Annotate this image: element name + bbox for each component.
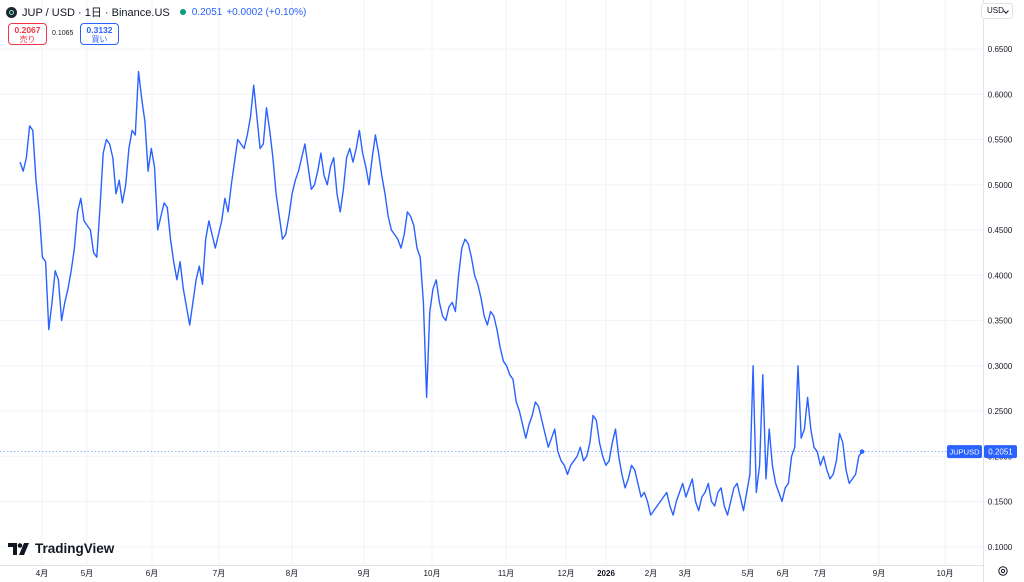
header-price: 0.2051	[191, 6, 223, 18]
x-tick-label: 5月	[742, 569, 754, 578]
chart-grid	[0, 0, 983, 565]
symbol-header[interactable]: JUP / USD · 1日 · Binance.US 0.2051 +0.00…	[6, 5, 306, 19]
last-price-labels: JUPUSD 0.2051	[947, 445, 1017, 459]
x-tick-label: 2026	[597, 569, 615, 578]
y-tick-label: 0.6500	[988, 45, 1013, 54]
sell-label: 売り	[19, 35, 36, 44]
x-tick-label: 6月	[777, 569, 789, 578]
x-tick-label: 11月	[498, 569, 514, 578]
x-tick-label: 9月	[358, 569, 370, 578]
brand-name: TradingView	[35, 541, 115, 556]
x-tick-label: 12月	[558, 569, 575, 578]
last-price-tag: 0.2051	[988, 448, 1013, 457]
x-tick-label: 7月	[814, 569, 826, 578]
y-tick-label: 0.5500	[988, 136, 1013, 145]
y-tick-label: 0.2500	[988, 407, 1013, 416]
sell-button[interactable]: 0.2067 売り	[8, 23, 47, 45]
currency-select[interactable]: USD	[981, 3, 1013, 19]
y-tick-label: 0.4000	[988, 271, 1013, 280]
x-tick-label: 4月	[36, 569, 48, 578]
spread-value: 0.1065	[52, 30, 74, 37]
x-tick-label: 2月	[645, 569, 657, 578]
y-tick-label: 0.1000	[988, 543, 1013, 552]
y-tick-label: 0.1500	[988, 498, 1013, 507]
price-line	[19, 70, 863, 516]
tradingview-logo[interactable]: TradingView	[8, 541, 114, 556]
x-tick-label: 9月	[873, 569, 885, 578]
sell-price: 0.2067	[14, 25, 41, 35]
settings-gear-icon[interactable]	[997, 565, 1009, 577]
y-tick-label: 0.3500	[988, 317, 1013, 326]
y-tick-label: 0.6000	[988, 90, 1013, 99]
jup-coin-icon	[6, 6, 17, 18]
header-change: +0.0002 (+0.10%)	[226, 6, 307, 18]
x-tick-label: 10月	[424, 569, 441, 578]
price-axis[interactable]: 0.6500 0.6000 0.5500 0.5000 0.4500 0.4000 0.35…	[988, 45, 1013, 552]
buy-label: 買い	[91, 35, 108, 44]
x-tick-label: 7月	[213, 569, 225, 578]
x-tick-label: 5月	[81, 569, 93, 578]
x-tick-label: 8月	[286, 569, 298, 578]
tradingview-icon	[8, 542, 29, 555]
y-tick-label: 0.4500	[988, 226, 1013, 235]
buy-button[interactable]: 0.3132 買い	[80, 23, 119, 45]
x-tick-label: 3月	[679, 569, 691, 578]
last-price-dot	[859, 449, 865, 454]
symbol-title[interactable]: JUP / USD · 1日 · Binance.US	[22, 7, 170, 19]
y-tick-label: 0.5000	[988, 181, 1013, 190]
y-tick-label: 0.3000	[988, 362, 1013, 371]
time-axis[interactable]: 4月 5月 6月 7月 8月 9月 10月 11月 12月 2026 2月 3月 5月 6月 7月 9月 10月	[36, 569, 954, 578]
buy-price: 0.3132	[86, 25, 113, 35]
x-tick-label: 10月	[937, 569, 954, 578]
x-tick-label: 6月	[146, 569, 158, 578]
market-open-indicator	[179, 9, 186, 15]
symbol-tag: JUPUSD	[949, 448, 980, 457]
